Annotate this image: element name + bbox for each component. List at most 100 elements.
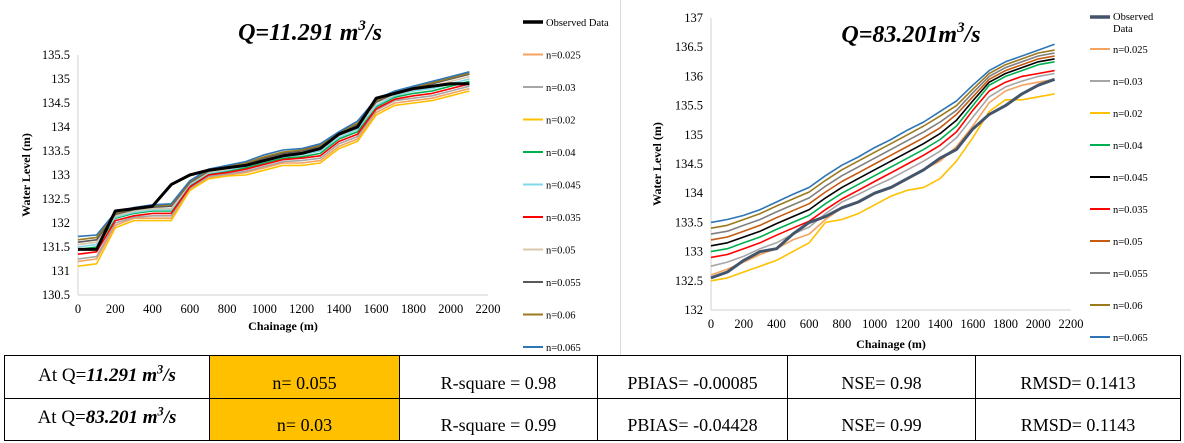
legend-label: n=0.055 (546, 278, 581, 289)
row-discharge-label: At Q=83.201 m3/s (4, 397, 210, 441)
x-tick-label: 600 (180, 302, 199, 316)
discharge-unit-suffix: /s (163, 364, 176, 386)
rmsd-cell: RMSD= 0.1413 (975, 355, 1181, 399)
x-tick-label: 1000 (862, 317, 887, 331)
table-row: At Q=83.201 m3/s n= 0.03 R-square = 0.99… (4, 397, 1181, 441)
y-tick-label: 133 (684, 245, 703, 259)
best-n-cell: n= 0.055 (209, 355, 400, 399)
series-line-n-0-055 (710, 52, 1055, 235)
y-tick-label: 134 (684, 186, 704, 200)
legend-label: n=0.04 (546, 148, 576, 159)
series-line-n-0-03 (710, 72, 1055, 267)
y-tick-label: 132.5 (675, 274, 703, 288)
x-tick-label: 400 (767, 317, 786, 331)
y-tick-label: 131.5 (42, 240, 70, 254)
legend-label: n=0.03 (546, 83, 576, 94)
x-tick-label: 200 (106, 302, 125, 316)
y-tick-label: 132 (51, 216, 70, 230)
legend-label: n=0.025 (1113, 45, 1148, 56)
y-tick-label: 133.5 (42, 144, 70, 158)
legend-label: n=0.045 (1113, 173, 1148, 184)
x-tick-label: 1600 (364, 302, 389, 316)
series-line-observed-data (78, 82, 470, 251)
legend-label: n=0.06 (546, 311, 576, 322)
x-tick-label: 1000 (252, 302, 277, 316)
legend-label: Observed Data (546, 18, 609, 29)
y-tick-label: 134 (51, 120, 71, 134)
best-n-cell: n= 0.03 (209, 397, 400, 441)
legend-label: n=0.05 (546, 246, 576, 257)
legend-label: n=0.055 (1113, 269, 1148, 280)
y-tick-label: 135.5 (42, 48, 70, 62)
x-tick-label: 0 (708, 317, 714, 331)
r-square-cell: R-square = 0.99 (399, 397, 598, 441)
x-tick-label: 800 (218, 302, 237, 316)
x-axis-label: Chainage (m) (248, 319, 318, 333)
pbias-cell: PBIAS= -0.04428 (597, 397, 788, 441)
chart-title: Q=11.291 m3/s (238, 18, 382, 46)
legend-label: n=0.05 (1113, 237, 1143, 248)
series-line-n-0-045 (710, 58, 1055, 247)
y-tick-label: 131 (51, 264, 70, 278)
y-tick-label: 136 (684, 69, 703, 83)
legend-label: n=0.035 (1113, 205, 1148, 216)
x-tick-label: 200 (734, 317, 753, 331)
y-tick-label: 135.5 (675, 99, 703, 113)
legend-label: n=0.06 (1113, 301, 1143, 312)
x-tick-label: 2200 (1059, 317, 1084, 331)
discharge-unit-exponent: 3 (157, 404, 164, 419)
x-tick-label: 400 (143, 302, 162, 316)
y-tick-label: 135 (51, 72, 70, 86)
series-line-n-0-02 (710, 93, 1055, 282)
legend-label: n=0.045 (546, 181, 581, 192)
discharge-value: 83.201 m (85, 407, 158, 429)
chart-panel-right: 132 132.5 133 133.5 134 134.5 135 135.5 136 136.5… (621, 0, 1184, 355)
chart-title: Q=83.201m3/s (841, 20, 980, 48)
y-tick-label: 135 (684, 128, 703, 142)
x-axis-label: Chainage (m) (856, 337, 926, 351)
x-tick-label: 1200 (289, 302, 314, 316)
series-line-n-0-02 (77, 90, 470, 267)
discharge-prefix: At Q= (37, 407, 86, 429)
series-line-observed-data (710, 77, 1056, 280)
x-tick-label: 800 (833, 317, 852, 331)
y-tick-label: 133 (51, 168, 70, 182)
legend-label: n=0.025 (546, 51, 581, 62)
y-tick-label: 134.5 (42, 96, 70, 110)
pbias-cell: PBIAS= -0.00085 (597, 355, 788, 399)
panel-divider (620, 0, 621, 355)
calibration-summary-table: At Q=11.291 m 3/s n= 0.055 R-square = 0.9… (4, 355, 1181, 441)
legend-label: n=0.04 (1113, 141, 1143, 152)
y-tick-label: 132 (684, 303, 703, 317)
x-tick-label: 600 (800, 317, 819, 331)
y-tick-label: 137 (684, 11, 703, 25)
x-tick-label: 2200 (476, 302, 501, 316)
y-tick-label: 136.5 (675, 40, 703, 54)
y-tick-label: 134.5 (675, 157, 703, 171)
x-tick-label: 1200 (895, 317, 920, 331)
x-tick-label: 1800 (993, 317, 1018, 331)
discharge-prefix: At Q= (38, 364, 87, 386)
legend-label: n=0.035 (546, 213, 581, 224)
legend-label: n=0.02 (1113, 109, 1143, 120)
series-line-n-0-035 (77, 83, 470, 255)
discharge-value: 11.291 m (86, 364, 158, 386)
y-tick-label: 132.5 (42, 192, 70, 206)
chart-panel-left: 130.5 131 131.5 132 132.5 133 133.5 134 134.5 135… (0, 0, 620, 355)
y-tick-label: 133.5 (675, 215, 703, 229)
legend-label: n=0.03 (1113, 77, 1143, 88)
legend-label: n=0.065 (1113, 333, 1148, 344)
x-tick-label: 2000 (1026, 317, 1051, 331)
nse-cell: NSE= 0.98 (787, 355, 976, 399)
x-tick-label: 1400 (928, 317, 953, 331)
legend-label: n=0.02 (546, 116, 576, 127)
y-axis-label: Water Level (m) (650, 122, 664, 206)
series-line-n-0-025 (77, 87, 470, 263)
discharge-unit-suffix: /s (163, 407, 177, 429)
x-tick-label: 1800 (401, 302, 426, 316)
series-line-n-0-03 (77, 85, 470, 260)
chart-q-83201: 132 132.5 133 133.5 134 134.5 135 135.5 136 136.5… (650, 11, 1154, 351)
chart-q-11291: 130.5 131 131.5 132 132.5 133 133.5 134 134.5 135… (19, 18, 609, 354)
series-line-n-0-04 (710, 61, 1055, 253)
rmsd-cell: RMSD= 0.1143 (975, 397, 1181, 441)
